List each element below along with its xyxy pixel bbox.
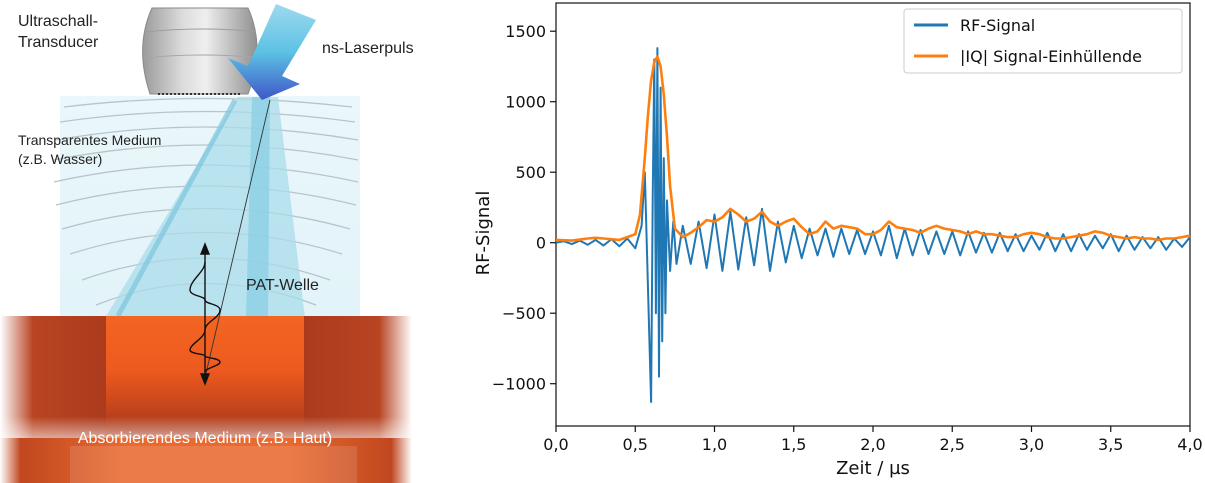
y-tick-label: 500 bbox=[515, 163, 546, 182]
x-tick-label: 0,0 bbox=[543, 435, 568, 454]
y-axis-ticks: −1000 −500 0 500 1000 1500 bbox=[492, 22, 556, 394]
y-axis-label: RF-Signal bbox=[473, 191, 494, 276]
x-tick-label: 0,5 bbox=[623, 435, 648, 454]
y-tick-label: −1000 bbox=[492, 375, 546, 394]
medium-label-line1: Transparentes Medium bbox=[18, 132, 161, 148]
series-layer bbox=[555, 47, 1191, 403]
laser-pulse-label: ns-Laserpuls bbox=[322, 40, 414, 57]
legend: RF-Signal |IQ| Signal-Einhüllende bbox=[903, 8, 1183, 74]
x-tick-label: 4,0 bbox=[1177, 435, 1202, 454]
y-tick-label: −500 bbox=[502, 304, 546, 323]
acoustic-path-line bbox=[203, 99, 271, 383]
laser-beam-edge bbox=[115, 98, 238, 318]
y-tick-label: 0 bbox=[536, 234, 546, 253]
laser-arrow-icon bbox=[228, 4, 316, 100]
rf-signal-chart: 0,0 0,5 1,0 1,5 2,0 2,5 3,0 3,5 4,0 −1000 −500 0 50… bbox=[473, 2, 1203, 479]
legend-label-envelope: |IQ| Signal-Einhüllende bbox=[960, 47, 1142, 66]
x-tick-label: 3,5 bbox=[1098, 435, 1123, 454]
medium-label-line2: (z.B. Wasser) bbox=[18, 151, 102, 167]
legend-box bbox=[903, 8, 1183, 74]
y-tick-label: 1000 bbox=[505, 93, 546, 112]
series-line-rf-signal bbox=[555, 47, 1191, 403]
absorbing-medium-label: Absorbierendes Medium (z.B. Haut) bbox=[78, 430, 332, 447]
x-axis-ticks: 0,0 0,5 1,0 1,5 2,0 2,5 3,0 3,5 4,0 bbox=[543, 426, 1203, 454]
absorbing-medium-base-highlight bbox=[70, 446, 357, 483]
absorbing-medium-base bbox=[0, 438, 412, 483]
x-tick-label: 2,5 bbox=[940, 435, 965, 454]
photoacoustic-diagram: Ultraschall- Transducer ns-Laserpuls Tra… bbox=[0, 4, 414, 483]
transducer-label-line2: Transducer bbox=[18, 34, 99, 51]
pat-wave-label: PAT-Welle bbox=[246, 277, 319, 294]
x-tick-label: 1,5 bbox=[781, 435, 806, 454]
x-tick-label: 1,0 bbox=[702, 435, 727, 454]
series-line-envelope bbox=[555, 55, 1191, 242]
legend-label-rf: RF-Signal bbox=[960, 16, 1035, 35]
transducer-icon bbox=[142, 7, 259, 95]
signal-pulse-icon bbox=[189, 242, 221, 386]
laser-beam-core bbox=[246, 97, 270, 318]
transducer-label-line1: Ultraschall- bbox=[18, 13, 98, 30]
y-tick-label: 1500 bbox=[505, 22, 546, 41]
x-axis-label: Zeit / µs bbox=[836, 458, 910, 479]
x-tick-label: 3,0 bbox=[1019, 435, 1044, 454]
x-tick-label: 2,0 bbox=[860, 435, 885, 454]
